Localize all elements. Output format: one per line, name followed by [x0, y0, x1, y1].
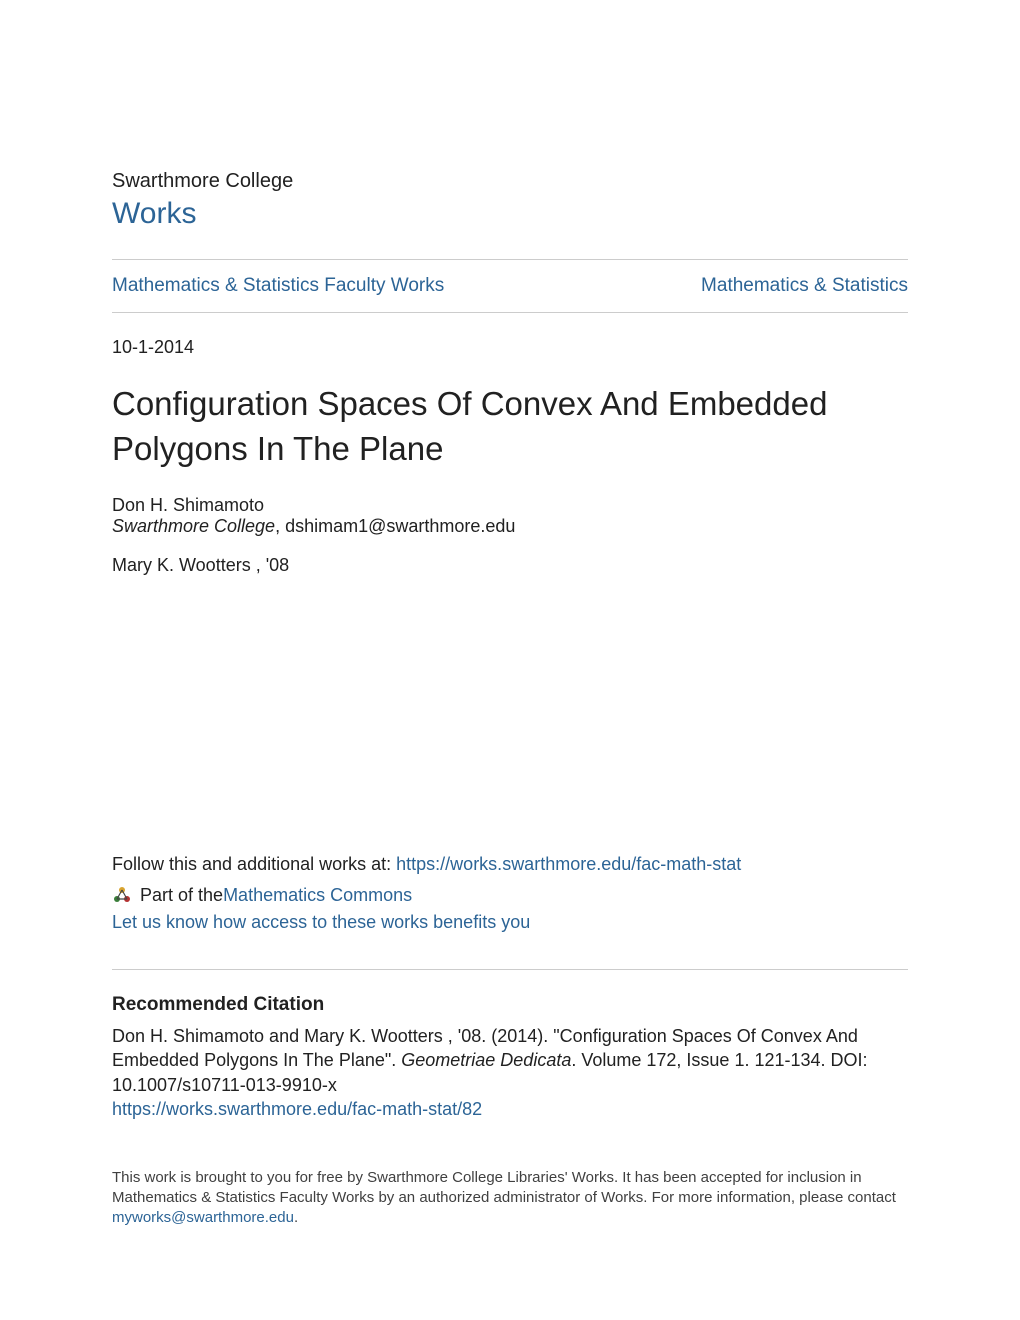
collection-url-link[interactable]: https://works.swarthmore.edu/fac-math-st… [396, 854, 741, 874]
contact-email-link[interactable]: myworks@swarthmore.edu [112, 1209, 294, 1226]
part-of-prefix: Part of the [140, 885, 223, 906]
footer-note: This work is brought to you for free by … [112, 1168, 908, 1229]
commons-network-icon [112, 886, 132, 906]
citation-journal: Geometriae Dedicata [401, 1050, 571, 1070]
cover-page: Swarthmore College Works Mathematics & S… [0, 0, 1020, 1289]
author-name: Mary K. Wootters , '08 [112, 555, 908, 576]
repository-title-link[interactable]: Works [112, 197, 908, 231]
citation-heading: Recommended Citation [112, 994, 908, 1016]
institution-name: Swarthmore College [112, 170, 908, 193]
paper-title: Configuration Spaces Of Convex And Embed… [112, 382, 908, 471]
part-of-row: Part of the Mathematics Commons [112, 885, 908, 906]
author-block: Don H. Shimamoto Swarthmore College, dsh… [112, 495, 908, 537]
author-name: Don H. Shimamoto [112, 495, 908, 516]
footer-text-a: This work is brought to you for free by … [112, 1169, 896, 1206]
divider [112, 969, 908, 970]
follow-prefix: Follow this and additional works at: [112, 854, 396, 874]
commons-link[interactable]: Mathematics Commons [223, 885, 412, 906]
divider [112, 312, 908, 313]
publication-date: 10-1-2014 [112, 337, 908, 358]
affiliation-institution: Swarthmore College [112, 516, 275, 536]
collection-link[interactable]: Mathematics & Statistics Faculty Works [112, 275, 444, 297]
author-affiliation: Swarthmore College, dshimam1@swarthmore.… [112, 516, 908, 537]
item-url-link[interactable]: https://works.swarthmore.edu/fac-math-st… [112, 1099, 908, 1120]
feedback-line: Let us know how access to these works be… [112, 912, 908, 933]
spacer [112, 594, 908, 854]
citation-text: Don H. Shimamoto and Mary K. Wootters , … [112, 1024, 908, 1097]
footer-text-b: . [294, 1209, 298, 1226]
breadcrumb-row: Mathematics & Statistics Faculty Works M… [112, 260, 908, 312]
department-link[interactable]: Mathematics & Statistics [701, 275, 908, 297]
follow-line: Follow this and additional works at: htt… [112, 854, 908, 875]
feedback-link[interactable]: Let us know how access to these works be… [112, 912, 530, 932]
author-block: Mary K. Wootters , '08 [112, 555, 908, 576]
author-email: , dshimam1@swarthmore.edu [275, 516, 515, 536]
